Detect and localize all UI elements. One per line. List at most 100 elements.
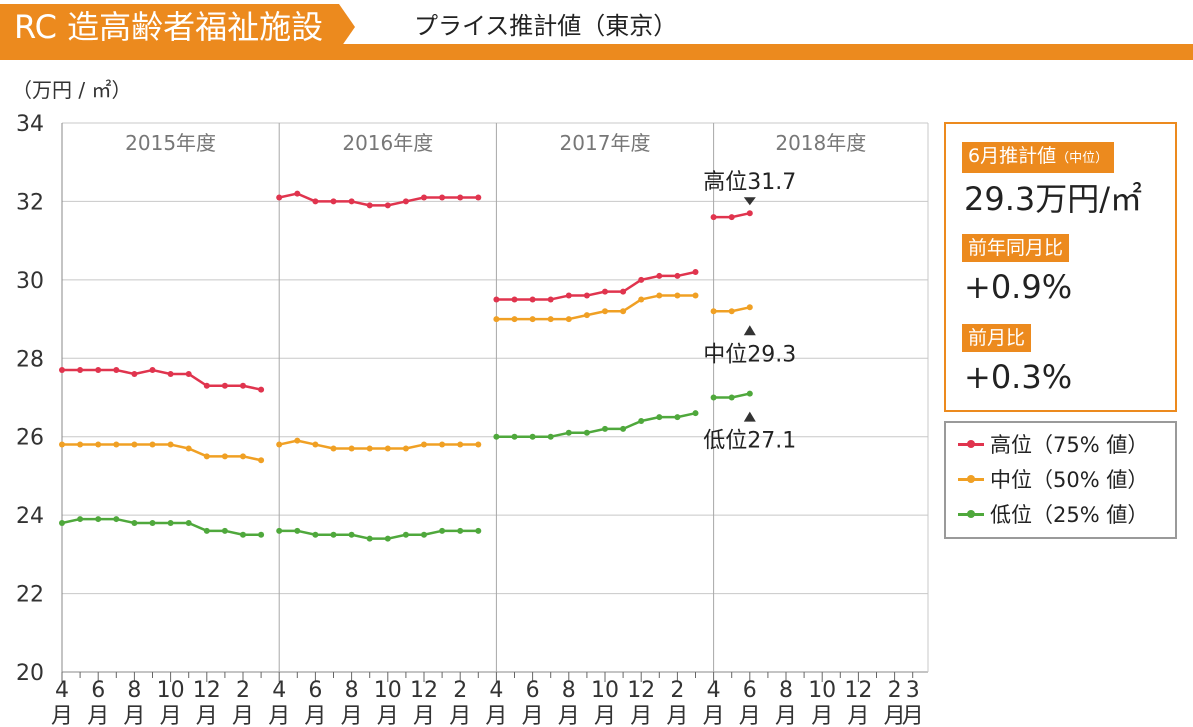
data-point-low <box>113 516 120 523</box>
series-line-mid <box>496 294 696 321</box>
data-point-low <box>457 527 464 534</box>
data-point-low <box>421 531 427 538</box>
data-point-high <box>565 292 572 299</box>
data-point-high <box>77 367 84 374</box>
annotation-label-low: 低位27.1 <box>703 429 796 454</box>
data-point-mid <box>565 316 572 323</box>
x-tick-unit: 月 <box>522 704 544 727</box>
x-tick-label: 4 <box>272 678 286 703</box>
x-tick-label: 4 <box>707 678 721 703</box>
y-tick-label: 34 <box>16 112 44 137</box>
x-tick-unit: 月 <box>703 704 725 727</box>
x-tick-label: 8 <box>562 678 576 703</box>
data-point-high <box>710 214 717 221</box>
data-point-mid <box>348 445 355 452</box>
series-line-mid <box>62 443 262 462</box>
data-point-low <box>529 433 536 440</box>
data-point-mid <box>746 304 753 311</box>
annotation-pointer <box>743 197 756 206</box>
legend-swatch-low <box>958 508 984 520</box>
data-point-low <box>95 516 102 523</box>
data-point-mid <box>620 308 627 315</box>
fiscal-year-label: 2017年度 <box>560 131 651 155</box>
estimate-label-note: （中位） <box>1056 151 1109 166</box>
data-point-mid <box>728 308 735 315</box>
data-point-mid <box>402 445 409 452</box>
data-point-low <box>692 410 699 417</box>
series-line-high <box>278 192 479 207</box>
x-tick-label: 4 <box>489 678 503 703</box>
data-point-low <box>547 433 554 440</box>
fiscal-year-label: 2018年度 <box>775 131 866 155</box>
data-point-mid <box>439 441 446 448</box>
series-line-high <box>62 368 262 391</box>
x-tick-unit: 月 <box>811 704 833 727</box>
x-tick-unit: 月 <box>87 704 109 727</box>
data-point-high <box>149 367 156 374</box>
data-point-low <box>240 531 246 538</box>
x-tick-label: 8 <box>779 678 793 703</box>
x-tick-unit: 月 <box>884 704 906 727</box>
data-point-low <box>710 394 717 401</box>
title-bar: RC 造高齢者福祉施設 プライス推計値（東京） <box>0 0 1193 62</box>
x-tick-label: 2 <box>453 678 467 703</box>
data-point-low <box>221 527 228 534</box>
series-line-low <box>279 529 479 540</box>
x-tick-unit: 月 <box>268 704 290 727</box>
data-point-high <box>583 292 590 299</box>
chart-subtitle: プライス推計値（東京） <box>414 12 678 40</box>
x-tick-unit: 月 <box>377 704 399 727</box>
x-tick-label: 4 <box>55 678 69 703</box>
x-tick-label: 2 <box>236 678 250 703</box>
data-point-mid <box>366 445 373 452</box>
data-point-high <box>674 272 681 279</box>
x-tick-label: 2 <box>888 678 902 703</box>
data-point-low <box>203 527 210 534</box>
data-point-low <box>620 425 627 432</box>
x-tick-label: 8 <box>345 678 359 703</box>
data-point-high <box>95 367 102 374</box>
data-point-high <box>746 210 753 217</box>
data-point-low <box>276 527 283 534</box>
data-point-mid <box>240 453 246 460</box>
data-point-mid <box>529 316 536 323</box>
estimate-panel: 6月推計値（中位） 29.3万円/㎡ 前年同月比 +0.9% 前月比 +0.3% <box>944 122 1177 412</box>
x-tick-label: 8 <box>127 678 141 703</box>
data-point-mid <box>276 441 283 448</box>
data-point-mid <box>312 441 319 448</box>
x-tick-unit: 月 <box>449 704 471 727</box>
data-point-mid <box>457 441 464 448</box>
data-point-high <box>529 296 536 303</box>
data-point-low <box>330 531 337 538</box>
x-tick-unit: 月 <box>847 704 869 727</box>
y-tick-label: 24 <box>16 504 44 529</box>
x-tick-unit: 月 <box>666 704 688 727</box>
data-point-mid <box>294 437 301 444</box>
data-point-mid <box>692 292 699 299</box>
x-tick-label: 10 <box>374 678 402 703</box>
data-point-mid <box>185 445 192 452</box>
data-point-mid <box>511 316 518 323</box>
data-point-high <box>167 370 174 377</box>
series-line-high <box>496 270 696 301</box>
data-point-high <box>59 367 65 374</box>
data-point-mid <box>710 308 717 315</box>
data-point-mid <box>95 441 102 448</box>
data-point-mid <box>167 441 174 448</box>
data-point-high <box>294 190 301 197</box>
data-point-mid <box>131 441 138 448</box>
data-point-mid <box>113 441 120 448</box>
x-tick-label: 6 <box>91 678 105 703</box>
x-tick-label: 12 <box>193 678 221 703</box>
data-point-low <box>402 531 409 538</box>
data-point-mid <box>674 292 681 299</box>
x-tick-unit: 月 <box>739 704 761 727</box>
x-tick-unit: 月 <box>304 704 326 727</box>
data-point-low <box>746 390 753 397</box>
data-point-high <box>493 296 500 303</box>
annotation-pointer <box>743 325 756 336</box>
data-point-mid <box>203 453 210 460</box>
data-point-high <box>330 198 337 205</box>
data-point-mid <box>583 312 590 319</box>
data-point-low <box>149 519 156 526</box>
